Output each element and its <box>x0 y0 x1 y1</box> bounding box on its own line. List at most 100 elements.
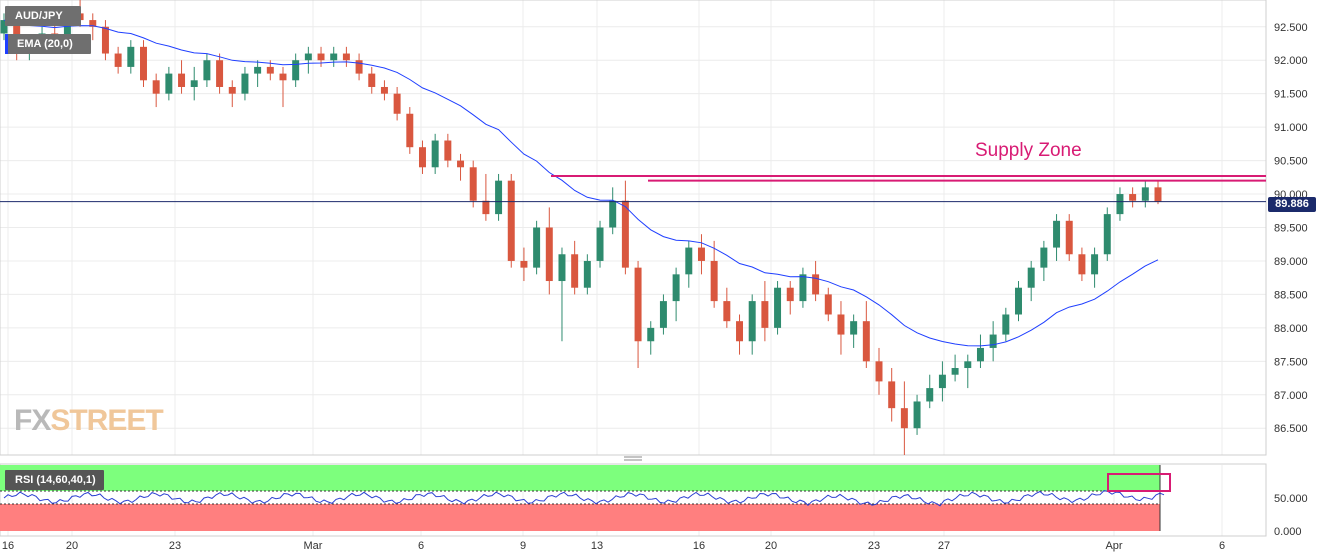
candle-body <box>862 321 870 362</box>
candle <box>900 381 908 455</box>
candle <box>558 247 566 342</box>
x-tick-label: 20 <box>765 540 777 552</box>
y-tick-label: 86.500 <box>1274 423 1308 435</box>
candle <box>951 354 959 382</box>
candle-body <box>1091 254 1099 275</box>
candle <box>850 314 858 348</box>
candle-body <box>571 254 579 288</box>
candle <box>520 247 528 282</box>
candle <box>1040 240 1048 282</box>
candle-body <box>1040 247 1048 268</box>
y-tick-label: 89.000 <box>1274 256 1308 268</box>
candle <box>165 66 173 101</box>
symbol-label[interactable]: AUD/JPY <box>5 6 81 26</box>
y-tick-label: 88.500 <box>1274 289 1308 301</box>
candle-body <box>1141 187 1149 201</box>
candle-body <box>609 200 617 228</box>
candle <box>1078 247 1086 282</box>
y-tick-label: 87.000 <box>1274 390 1308 402</box>
candle-body <box>938 374 946 389</box>
y-tick-label: 91.000 <box>1274 122 1308 134</box>
candle-body <box>469 167 477 201</box>
y-tick-label: 87.500 <box>1274 356 1308 368</box>
y-tick-label: 92.500 <box>1274 22 1308 34</box>
candle-body <box>457 160 465 168</box>
candle-body <box>241 73 249 94</box>
candle <box>368 66 376 94</box>
candle <box>1103 207 1111 261</box>
candle <box>976 334 984 369</box>
grid-lines <box>0 0 1266 536</box>
candle-body <box>558 254 566 282</box>
candle-body <box>697 247 705 261</box>
candle <box>1065 214 1073 261</box>
candle <box>938 361 946 402</box>
candle <box>647 321 655 355</box>
candle-body <box>279 73 287 81</box>
candle <box>304 46 312 74</box>
candle-body <box>545 227 553 282</box>
x-tick-label: 23 <box>169 540 181 552</box>
ema-color-swatch <box>5 34 8 54</box>
candle <box>495 173 503 221</box>
candle <box>926 374 934 409</box>
candle <box>672 267 680 322</box>
candle <box>812 260 820 302</box>
candle <box>609 187 617 235</box>
candle-body <box>799 274 807 302</box>
candle <box>1129 187 1137 208</box>
candle-body <box>723 301 731 322</box>
x-tick-label: Mar <box>304 540 323 552</box>
candle <box>178 60 186 94</box>
candle <box>228 80 236 108</box>
candle-body <box>292 60 300 81</box>
y-tick-label: 91.500 <box>1274 89 1308 101</box>
candle-body <box>368 73 376 87</box>
candle-body <box>266 66 274 74</box>
candle-body <box>317 53 325 61</box>
candle-body <box>101 26 109 54</box>
candle <box>330 46 338 67</box>
candle-body <box>875 361 883 382</box>
candle <box>203 53 211 87</box>
candle <box>774 281 782 335</box>
candle <box>444 133 452 168</box>
candle <box>140 40 147 87</box>
candle <box>1002 307 1010 342</box>
candle-body <box>114 53 122 67</box>
candle-body <box>203 60 211 81</box>
candle <box>1154 180 1162 205</box>
candle-body <box>850 321 858 335</box>
candle-body <box>63 13 71 41</box>
candle <box>888 368 896 422</box>
candle <box>1015 281 1022 322</box>
candle <box>685 240 693 288</box>
rsi-legend[interactable]: RSI (14,60,40,1) <box>5 470 104 490</box>
candle <box>1091 247 1099 288</box>
x-tick-label: 20 <box>66 540 78 552</box>
candle <box>292 53 300 87</box>
candle <box>406 107 414 154</box>
candle <box>241 66 249 101</box>
candle <box>0 13 8 41</box>
candle-body <box>1002 314 1010 335</box>
candle-body <box>761 301 769 328</box>
candle <box>545 207 553 295</box>
pane-splitter[interactable] <box>624 456 642 461</box>
candle-body <box>913 401 921 429</box>
candle <box>1141 180 1149 208</box>
candle <box>583 254 591 295</box>
candle-body <box>659 301 667 328</box>
candle <box>190 66 198 101</box>
candle-body <box>216 60 224 87</box>
candle <box>659 294 667 335</box>
candle <box>761 281 769 342</box>
supply-zone-label: Supply Zone <box>975 140 1082 161</box>
candle <box>710 240 718 308</box>
ema-legend[interactable]: EMA (20,0) <box>5 34 91 54</box>
rsi-line <box>3 490 1165 507</box>
candle-body <box>1103 214 1111 255</box>
candle <box>279 66 287 108</box>
candle <box>1027 260 1035 302</box>
